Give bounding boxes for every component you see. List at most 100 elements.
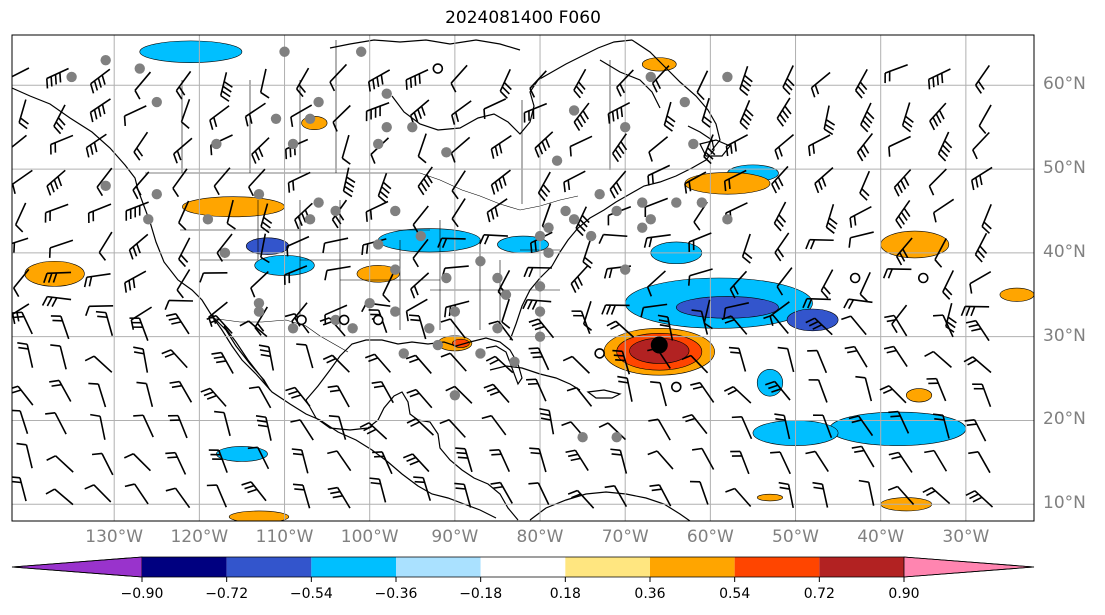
gray-station-marker xyxy=(313,197,324,208)
wind-barb xyxy=(771,165,789,194)
wind-barb xyxy=(287,171,311,193)
wind-barb xyxy=(970,166,993,191)
wind-barb xyxy=(260,233,270,264)
gray-station-marker xyxy=(330,314,341,326)
wind-barb xyxy=(663,101,676,132)
wind-barb xyxy=(483,98,507,120)
colorbar-segment xyxy=(565,557,650,577)
wind-barb xyxy=(286,235,310,257)
gray-station-marker xyxy=(211,138,222,150)
gray-station-marker xyxy=(620,121,631,133)
wind-barb xyxy=(696,70,709,101)
negative-anomaly-region xyxy=(245,237,290,255)
wind-barb xyxy=(450,64,468,93)
wind-barb xyxy=(248,386,272,409)
wind-barb xyxy=(45,412,67,435)
gray-station-marker xyxy=(722,71,733,83)
wind-barb xyxy=(12,476,27,502)
gray-station-marker xyxy=(202,214,214,225)
wind-barb xyxy=(690,381,715,403)
wind-barb xyxy=(14,202,27,233)
wind-barb xyxy=(975,64,990,94)
wind-barb xyxy=(96,167,113,197)
wind-barb xyxy=(479,233,508,245)
marker-layer xyxy=(66,46,929,443)
wind-barb xyxy=(410,272,430,299)
gray-station-marker xyxy=(100,54,111,66)
gray-station-marker xyxy=(279,46,290,57)
gray-station-marker xyxy=(151,96,162,108)
wind-barb xyxy=(929,102,947,131)
wind-barb xyxy=(689,480,709,505)
wind-barb xyxy=(84,484,112,503)
wind-barb xyxy=(178,237,191,268)
wind-barb xyxy=(522,298,552,310)
gray-station-marker xyxy=(134,63,145,74)
storm-center-marker xyxy=(650,336,668,354)
wind-barb xyxy=(528,347,550,371)
map-title: 2024081400 F060 xyxy=(445,8,601,28)
wind-barb xyxy=(703,134,716,165)
gray-station-marker xyxy=(492,323,503,334)
wind-barb xyxy=(650,380,667,407)
wind-barb xyxy=(776,267,793,296)
wind-barb xyxy=(12,311,33,335)
wind-barb xyxy=(209,105,230,130)
wind-barb xyxy=(412,238,429,268)
wind-barb xyxy=(725,487,752,508)
wind-barb xyxy=(45,67,69,89)
gray-station-marker xyxy=(253,189,265,200)
wind-barb xyxy=(90,413,106,440)
wind-barb xyxy=(721,315,748,335)
longitude-label: 60°W xyxy=(686,527,734,547)
wind-barb xyxy=(965,319,990,342)
colorbar-tick-label: −0.36 xyxy=(374,586,418,602)
wind-barb xyxy=(849,205,872,228)
wind-barb xyxy=(241,481,267,502)
wind-barb xyxy=(172,168,188,198)
wind-barb xyxy=(260,203,273,234)
wind-barb xyxy=(651,65,670,93)
wind-barb xyxy=(942,270,955,300)
wind-barb xyxy=(259,68,270,99)
wind-barb xyxy=(405,354,432,374)
wind-barb xyxy=(211,351,234,374)
wind-barb xyxy=(888,135,911,157)
wind-barb xyxy=(805,317,833,336)
wind-barb xyxy=(582,238,593,269)
gray-station-marker xyxy=(253,297,265,309)
wind-barb xyxy=(46,169,66,196)
canada-province-lines xyxy=(181,40,611,204)
colorbar-tick-label: 0.54 xyxy=(719,586,751,602)
wind-barb xyxy=(691,309,709,335)
wind-barb xyxy=(12,385,34,406)
wind-barb xyxy=(12,67,30,78)
open-circle-marker xyxy=(296,314,307,326)
wind-barb xyxy=(812,481,829,508)
gray-station-marker xyxy=(304,113,316,124)
wind-barb xyxy=(322,237,349,254)
wind-barb xyxy=(406,417,435,436)
wind-barb xyxy=(646,270,666,297)
gray-station-marker xyxy=(637,197,648,208)
wind-barb xyxy=(46,455,74,473)
wind-barb xyxy=(342,167,356,198)
gray-station-marker xyxy=(722,214,733,225)
wind-barb xyxy=(445,385,473,404)
wind-barb xyxy=(934,238,947,268)
wind-barb xyxy=(128,233,149,260)
wind-barb xyxy=(133,131,149,161)
wind-barb xyxy=(161,349,188,369)
wind-barb xyxy=(133,414,154,438)
wind-barb xyxy=(89,68,111,94)
wind-barb xyxy=(413,476,432,501)
negative-anomaly-region xyxy=(216,446,268,462)
wind-barb xyxy=(371,380,394,404)
wind-barb xyxy=(483,383,510,404)
wind-barb xyxy=(250,270,269,298)
wind-barb xyxy=(165,313,190,335)
wind-barb xyxy=(723,169,747,192)
wind-barb xyxy=(258,344,275,371)
latitude-label: 50°N xyxy=(1043,158,1086,179)
wind-barb xyxy=(932,198,955,223)
